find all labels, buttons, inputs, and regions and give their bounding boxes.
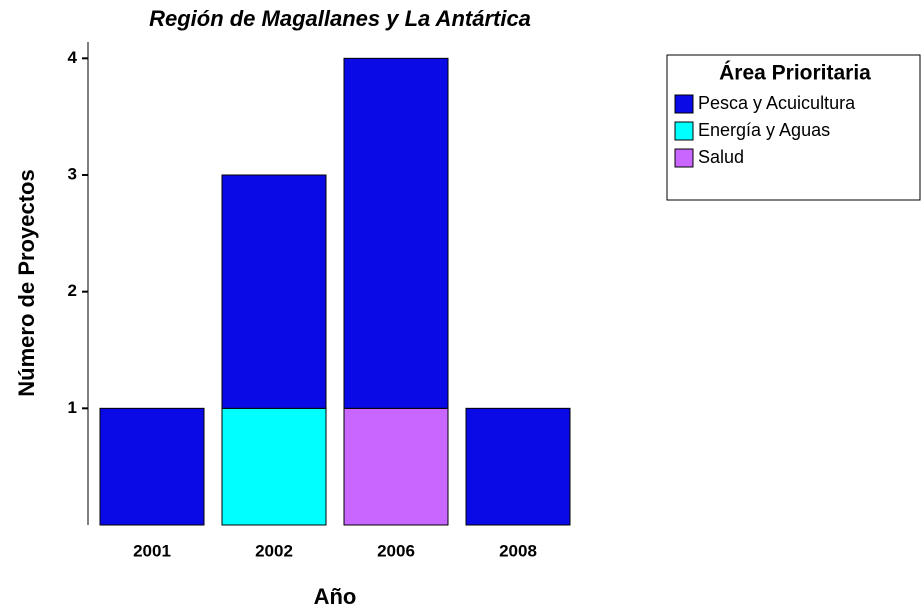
y-tick-label: 3 xyxy=(68,164,77,183)
x-tick-label: 2008 xyxy=(499,541,537,560)
y-tick-label: 1 xyxy=(68,398,77,417)
bar-segment xyxy=(221,407,327,526)
legend-label: Pesca y Acuicultura xyxy=(698,93,856,113)
x-axis-label: Año xyxy=(314,584,357,609)
bar-segment xyxy=(99,407,205,526)
x-tick-label: 2001 xyxy=(133,541,171,560)
chart-title: Región de Magallanes y La Antártica xyxy=(149,6,531,31)
bar-segment xyxy=(465,407,571,526)
legend-swatch xyxy=(674,121,694,141)
legend-box xyxy=(666,54,921,201)
y-tick-label: 2 xyxy=(68,281,77,300)
legend-swatch xyxy=(674,148,694,168)
legend-swatch xyxy=(674,94,694,114)
legend-label: Salud xyxy=(698,147,744,167)
y-axis-label: Número de Proyectos xyxy=(14,169,39,396)
legend-label: Energía y Aguas xyxy=(698,120,830,140)
bar-segment xyxy=(343,407,449,526)
bar-segment xyxy=(343,57,449,409)
y-tick-label: 4 xyxy=(68,48,78,67)
x-tick-label: 2006 xyxy=(377,541,415,560)
x-tick-label: 2002 xyxy=(255,541,293,560)
legend-title: Área Prioritaria xyxy=(719,62,871,85)
bar-segment xyxy=(221,174,327,409)
